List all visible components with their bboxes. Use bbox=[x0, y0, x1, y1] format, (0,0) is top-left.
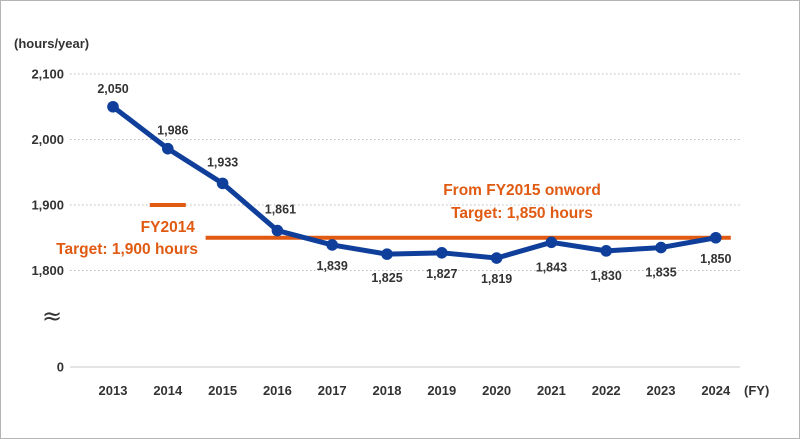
axis-break-symbol: ≈ bbox=[42, 302, 62, 330]
data-label: 1,827 bbox=[426, 267, 457, 281]
data-label: 1,835 bbox=[645, 266, 676, 280]
series-line bbox=[110, 104, 719, 261]
data-point bbox=[436, 247, 448, 259]
y-tick-label: 0 bbox=[57, 360, 64, 375]
data-point bbox=[600, 245, 612, 257]
data-label: 1,861 bbox=[265, 203, 296, 217]
data-label: 1,830 bbox=[591, 269, 622, 283]
x-axis-unit: (FY) bbox=[744, 383, 769, 398]
x-tick-label: 2016 bbox=[263, 383, 292, 398]
x-tick-label: 2019 bbox=[427, 383, 456, 398]
x-tick-label: 2018 bbox=[373, 383, 402, 398]
x-tick-label: 2021 bbox=[537, 383, 566, 398]
data-label: 1,986 bbox=[157, 124, 188, 138]
data-point bbox=[162, 142, 174, 155]
y-axis-unit: (hours/year) bbox=[14, 36, 89, 51]
y-tick-label: 2,000 bbox=[31, 132, 64, 147]
data-label: 2,050 bbox=[97, 82, 128, 96]
x-tick-label: 2024 bbox=[701, 383, 731, 398]
x-tick-label: 2020 bbox=[482, 383, 511, 398]
x-tick-label: 2023 bbox=[647, 383, 676, 398]
target-annotation-line: FY2014 bbox=[141, 219, 196, 236]
data-point bbox=[490, 252, 503, 264]
data-point bbox=[381, 248, 393, 260]
data-label: 1,843 bbox=[536, 260, 567, 274]
data-label: 1,850 bbox=[700, 252, 731, 266]
x-tick-label: 2013 bbox=[99, 383, 128, 398]
target-annotation-line: Target: 1,850 hours bbox=[451, 205, 593, 222]
data-point bbox=[326, 239, 339, 251]
x-tick-label: 2017 bbox=[318, 383, 347, 398]
x-tick-label: 2015 bbox=[208, 383, 237, 398]
x-tick-label: 2014 bbox=[153, 383, 183, 398]
x-tick-label: 2022 bbox=[592, 383, 621, 398]
target-annotation-line: From FY2015 onword bbox=[443, 182, 601, 199]
data-point bbox=[710, 231, 722, 244]
y-tick-label: 2,100 bbox=[31, 67, 64, 82]
y-tick-label: 1,800 bbox=[31, 263, 64, 278]
data-label: 1,933 bbox=[207, 155, 238, 169]
data-label: 1,839 bbox=[317, 259, 348, 273]
data-point bbox=[271, 224, 284, 237]
data-label: 1,825 bbox=[371, 271, 402, 285]
data-point bbox=[545, 236, 558, 249]
data-point bbox=[655, 241, 667, 254]
data-point bbox=[107, 100, 119, 113]
target-annotation-line: Target: 1,900 hours bbox=[56, 241, 198, 258]
data-label: 1,819 bbox=[481, 272, 512, 286]
data-point bbox=[216, 177, 229, 190]
y-tick-label: 1,900 bbox=[31, 198, 64, 213]
